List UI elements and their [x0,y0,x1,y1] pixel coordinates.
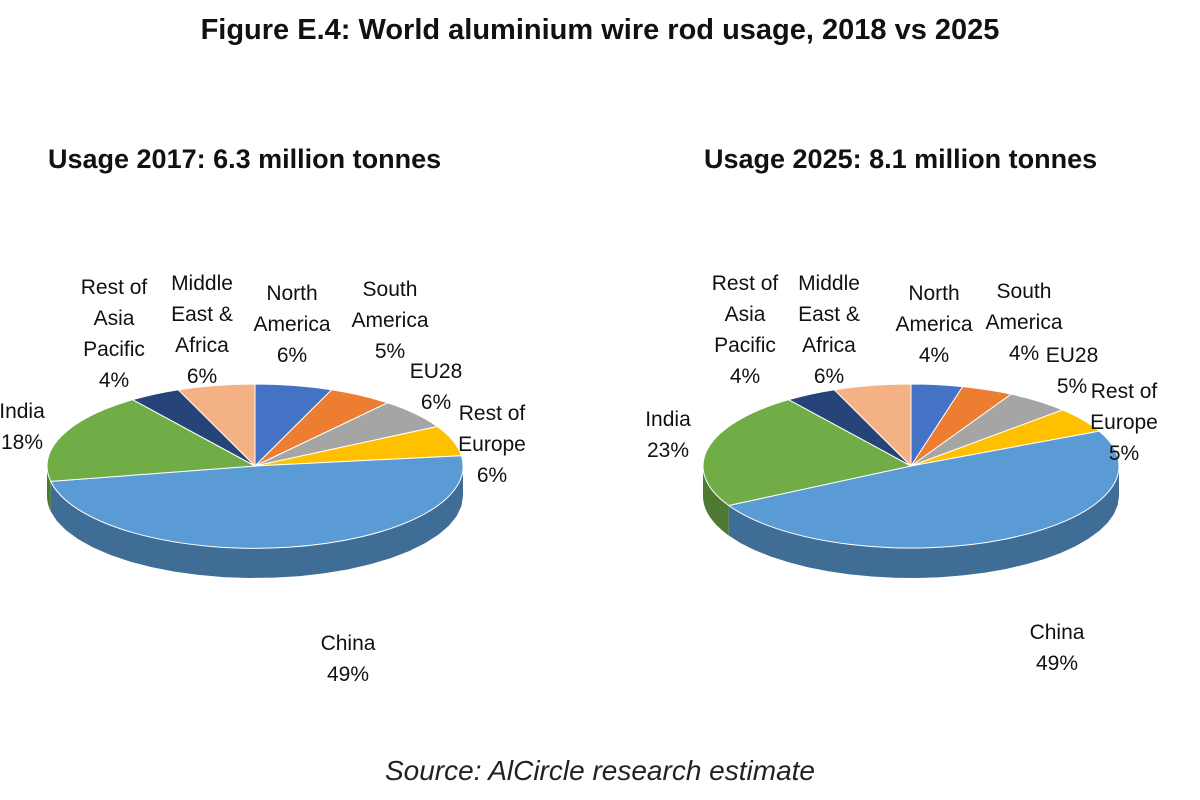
pie-slice-india [702,399,913,507]
chart-title-2017: Usage 2017: 6.3 million tonnes [48,144,442,174]
slice-label-north-america: North America 6% [253,282,330,367]
pie-slice-india [46,399,257,482]
slice-label-rest-of-europe: Rest of Europe 6% [458,402,526,487]
slice-label-india: India 18% [0,400,45,454]
slice-label-rest-of-asia-pacific: Rest of Asia Pacific 4% [712,272,779,388]
pie-slice-china [727,430,1120,549]
pie-side-walls [47,466,463,578]
slice-label-india: India 23% [645,408,691,462]
slice-label-middle-east-and-africa: Middle East & Africa 6% [171,272,233,388]
source-note: Source: AlCircle research estimate [384,755,815,786]
slice-label-china: China 49% [1030,621,1085,675]
slice-label-eu28: EU28 6% [410,360,463,414]
slice-label-north-america: North America 4% [895,282,972,367]
pie-chart-2025: North America 4%South America 4% EU28 5% Rest o… [645,272,1158,675]
slice-label-south-america: South America 5% [351,278,428,363]
pie-side-india [703,466,729,536]
slice-label-middle-east-and-africa: Middle East & Africa 6% [798,272,860,388]
slice-label-china: China 49% [321,632,376,686]
slice-label-rest-of-europe: Rest of Europe 5% [1090,380,1158,465]
slice-label-eu28: EU28 5% [1046,344,1099,398]
pie-chart-2017: North America 6%South America 5%EU28 6% Rest o… [0,272,526,686]
slice-label-rest-of-asia-pacific: Rest of Asia Pacific 4% [81,276,148,392]
slice-label-south-america: South America 4% [985,280,1062,365]
pie-slice-middle-east-and-africa [177,383,256,468]
pie-side-china [50,466,463,578]
pie-slice-middle-east-and-africa [833,383,912,468]
pie-side-china [728,466,1119,578]
pie-slice-china [49,455,464,549]
figure-title: Figure E.4: World aluminium wire rod usa… [200,14,1000,46]
pie-side-india [47,466,51,512]
pie-side-walls [703,466,1119,578]
chart-title-2025: Usage 2025: 8.1 million tonnes [704,144,1098,174]
